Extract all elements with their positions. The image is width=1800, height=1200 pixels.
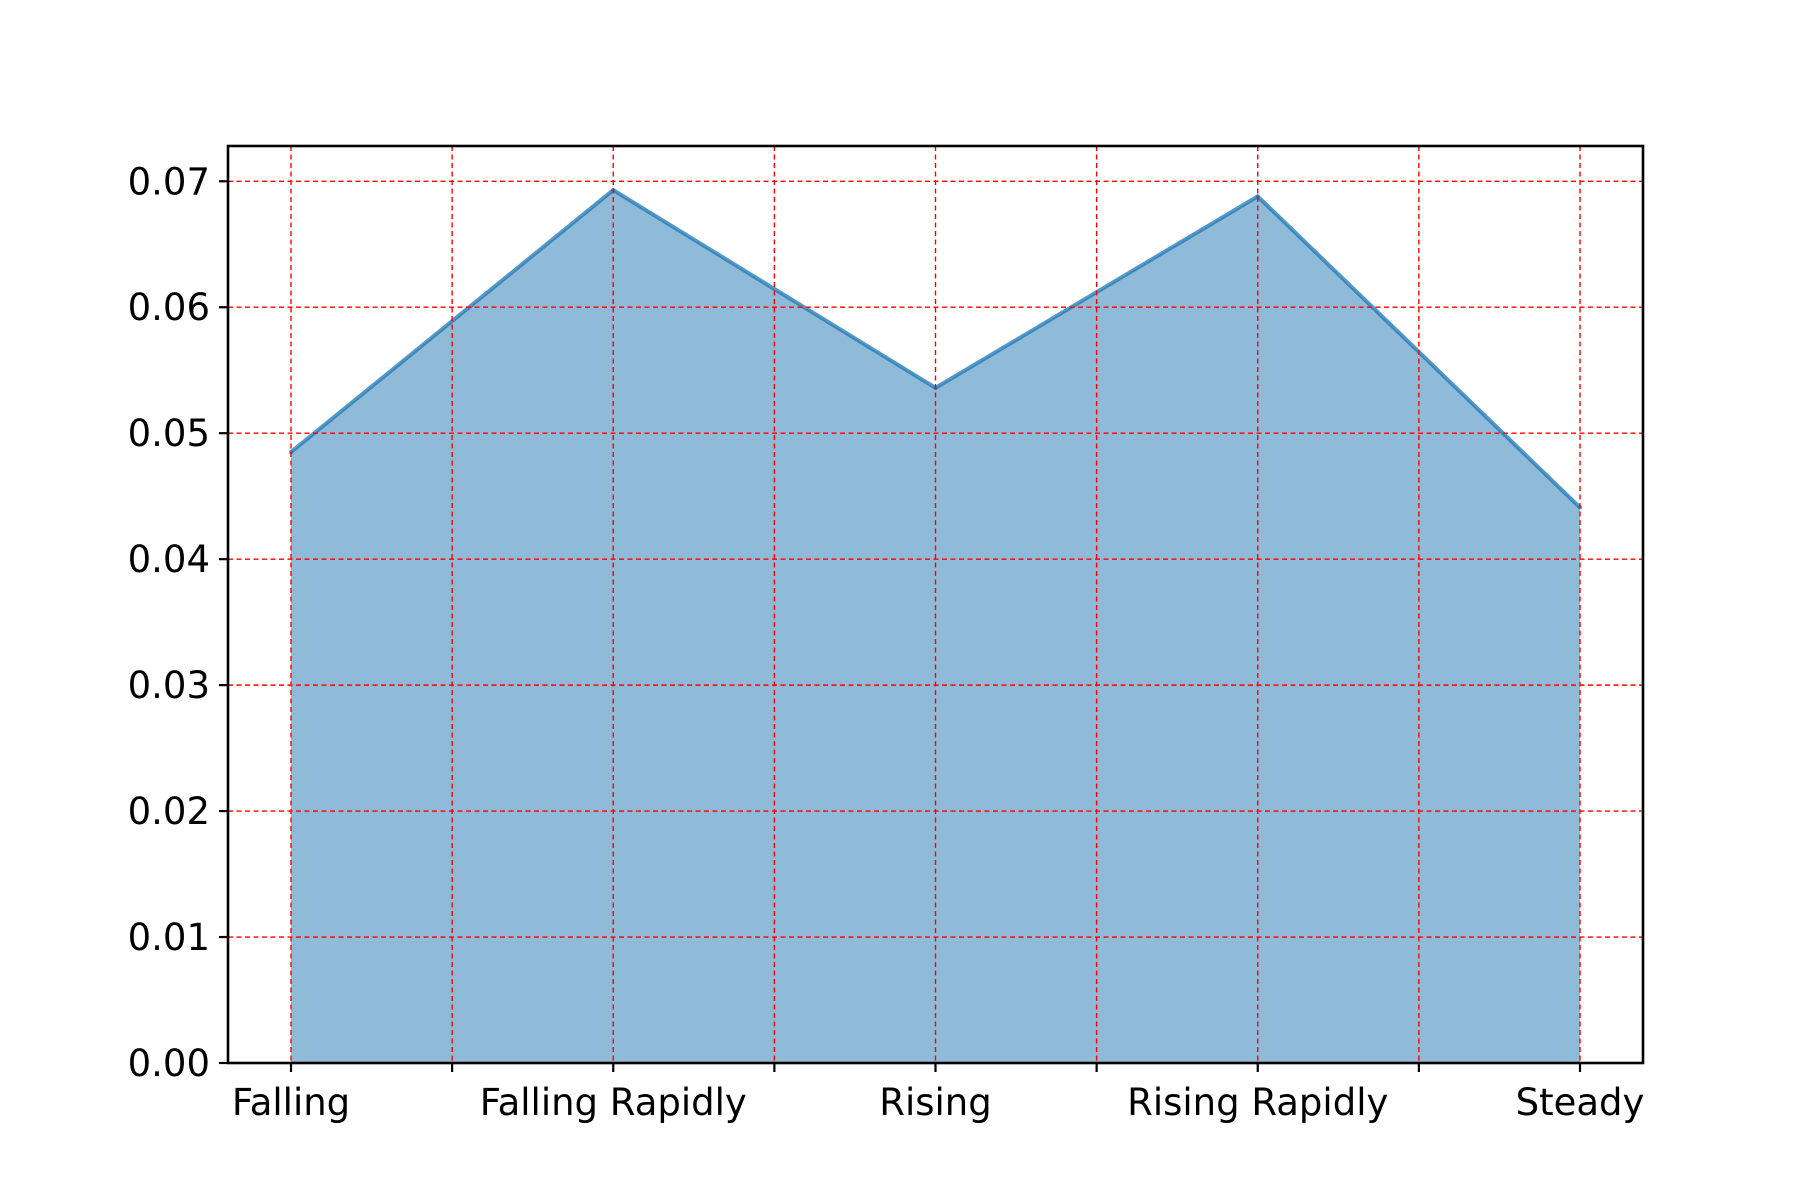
x-tick-label: Falling <box>232 1081 350 1124</box>
y-tick-label: 0.00 <box>128 1042 210 1085</box>
y-tick-label: 0.02 <box>128 790 210 833</box>
ticks <box>219 180 1582 1072</box>
x-tick-label: Steady <box>1516 1081 1645 1124</box>
y-tick-label: 0.05 <box>128 412 210 455</box>
x-tick-label: Falling Rapidly <box>480 1081 747 1124</box>
y-tick-label: 0.03 <box>128 664 210 707</box>
y-tick-label: 0.04 <box>128 538 210 581</box>
tick-labels: Falling Falling Rapidly Rising Rising Rapid… <box>128 160 1645 1124</box>
data-point-rising-rapidly <box>1255 194 1260 199</box>
x-tick-label: Rising <box>879 1081 991 1124</box>
y-tick-label: 0.06 <box>128 286 210 329</box>
x-tick-label: Rising Rapidly <box>1127 1081 1388 1124</box>
y-tick-label: 0.07 <box>128 160 210 203</box>
y-tick-label: 0.01 <box>128 916 210 959</box>
